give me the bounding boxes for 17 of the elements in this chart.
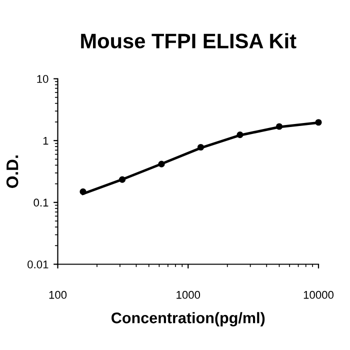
y-tick-label: 0.01 (28, 260, 48, 268)
x-axis-title: Concentration(pg/ml) (112, 312, 265, 326)
x-tick-label: 1000 (176, 290, 200, 299)
y-tick-label: 0.1 (34, 198, 48, 207)
point (118, 176, 126, 183)
chart-title: Mouse TFPI ELISA Kit (81, 33, 296, 48)
x-tick-label: 100 (49, 290, 67, 299)
point (276, 123, 283, 130)
y-axis-title: O.D. (6, 156, 18, 188)
y-tick-label: 10 (37, 75, 48, 83)
y-tick-label: 1 (43, 136, 48, 145)
point (197, 144, 204, 151)
point (80, 188, 86, 195)
point (315, 119, 322, 126)
point (236, 132, 244, 138)
point (158, 160, 165, 168)
x-tick-label: 10000 (304, 290, 334, 299)
